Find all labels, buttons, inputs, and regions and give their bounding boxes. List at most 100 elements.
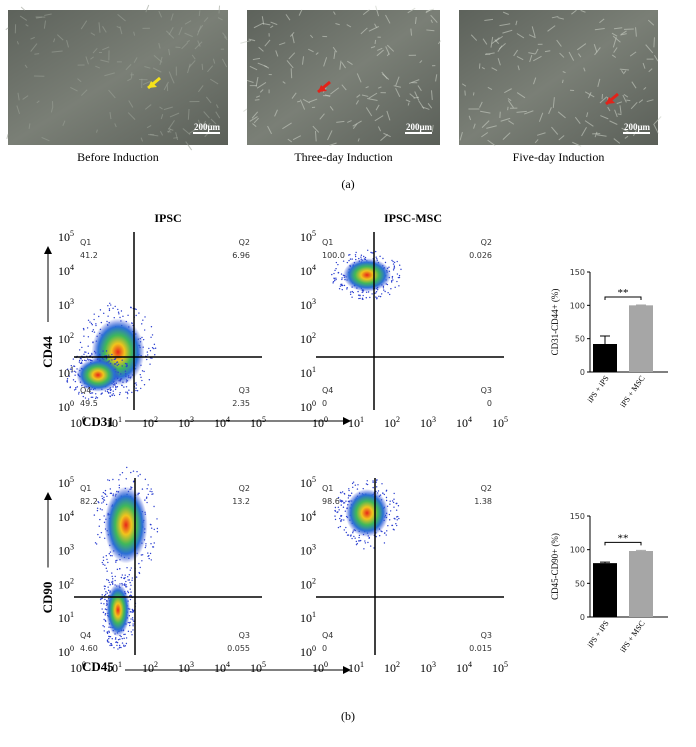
tick-base: 10 xyxy=(58,230,70,244)
tick-base: 10 xyxy=(250,661,262,675)
cell-texture xyxy=(80,20,88,30)
event-dot xyxy=(385,496,388,499)
cell-texture xyxy=(194,41,203,50)
event-dot xyxy=(89,355,92,357)
cell-texture xyxy=(30,36,35,40)
cell-texture xyxy=(481,67,485,70)
cell-texture xyxy=(409,93,416,99)
quadrant-name: Q1 xyxy=(80,484,91,493)
event-dot xyxy=(147,484,149,486)
event-dot xyxy=(135,382,137,384)
event-dot xyxy=(118,380,120,382)
event-dot xyxy=(111,572,113,574)
cell-texture xyxy=(323,57,328,67)
quadrant-name: Q1 xyxy=(322,238,333,247)
cell-texture xyxy=(647,19,655,26)
event-dot xyxy=(132,623,134,625)
event-dot xyxy=(395,524,398,527)
event-dot xyxy=(375,256,377,258)
event-dot xyxy=(125,478,127,480)
cell-texture xyxy=(41,136,50,142)
event-dot xyxy=(127,630,130,633)
cell-texture xyxy=(81,89,88,96)
cell-texture xyxy=(622,70,627,75)
event-dot xyxy=(102,611,105,614)
event-dot xyxy=(352,291,355,294)
tick-base: 10 xyxy=(348,416,360,430)
event-dot xyxy=(141,379,143,382)
event-dot xyxy=(121,384,123,386)
cell-texture xyxy=(609,120,618,125)
event-dot xyxy=(105,503,108,506)
event-dot xyxy=(150,325,153,328)
cell-texture xyxy=(427,103,433,109)
cell-texture xyxy=(251,111,259,119)
tick-exponent: 2 xyxy=(396,415,400,424)
event-dot xyxy=(130,471,132,474)
event-dot xyxy=(75,386,77,389)
cell-texture xyxy=(362,9,370,15)
cell-texture xyxy=(596,134,607,137)
cell-texture xyxy=(302,98,310,104)
event-dot xyxy=(82,395,85,398)
event-dot xyxy=(108,635,111,638)
tick-label: 101 xyxy=(300,610,316,625)
cell-texture xyxy=(287,138,293,143)
cell-texture xyxy=(356,73,362,83)
event-dot xyxy=(120,373,122,375)
event-dot xyxy=(333,272,335,275)
cell-texture xyxy=(361,94,369,97)
quadrant-name: Q2 xyxy=(481,484,492,493)
cell-texture xyxy=(517,65,520,71)
cell-texture xyxy=(480,110,491,114)
cell-texture xyxy=(648,68,653,73)
event-dot xyxy=(109,488,112,490)
event-dot xyxy=(131,608,134,611)
event-dot xyxy=(341,277,343,279)
event-dot xyxy=(113,316,115,319)
event-dot xyxy=(116,386,119,388)
event-dot xyxy=(360,256,362,258)
event-dot xyxy=(383,542,386,544)
cell-texture xyxy=(258,46,264,52)
event-dot xyxy=(126,566,128,569)
density-blob xyxy=(345,489,389,537)
cell-texture xyxy=(248,38,256,42)
event-dot xyxy=(99,536,101,539)
event-dot xyxy=(394,286,396,289)
cell-texture xyxy=(159,106,163,110)
cell-texture xyxy=(523,110,534,115)
event-dot xyxy=(383,532,386,534)
event-dot xyxy=(332,280,335,283)
cell-texture xyxy=(414,91,420,101)
tick-label: 102 xyxy=(300,331,316,346)
cell-texture xyxy=(375,104,380,111)
quadrant-value: 0 xyxy=(322,644,327,653)
event-dot xyxy=(75,371,77,373)
cell-texture xyxy=(614,109,618,118)
tick-exponent: 5 xyxy=(504,660,508,669)
event-dot xyxy=(107,315,109,317)
cell-texture xyxy=(386,110,391,121)
event-dot xyxy=(153,505,155,508)
event-dot xyxy=(111,359,113,361)
event-dot xyxy=(105,591,107,593)
event-dot xyxy=(108,553,110,555)
tick-base: 10 xyxy=(58,332,70,346)
tick-exponent: 4 xyxy=(226,660,230,669)
event-dot xyxy=(117,638,120,641)
quadrant-name: Q2 xyxy=(239,238,250,247)
event-dot xyxy=(390,280,393,282)
event-dot xyxy=(363,255,365,258)
column-title: IPSC xyxy=(154,211,181,225)
tick-label: 100 xyxy=(312,415,328,430)
event-dot xyxy=(98,525,100,527)
category-label: iPS + iPS xyxy=(586,374,611,404)
event-dot xyxy=(101,608,103,610)
cell-texture xyxy=(308,48,314,53)
event-dot xyxy=(342,506,345,508)
cell-texture xyxy=(418,100,425,110)
event-dot xyxy=(123,637,125,640)
event-dot xyxy=(115,641,117,644)
cell-texture xyxy=(36,100,40,104)
